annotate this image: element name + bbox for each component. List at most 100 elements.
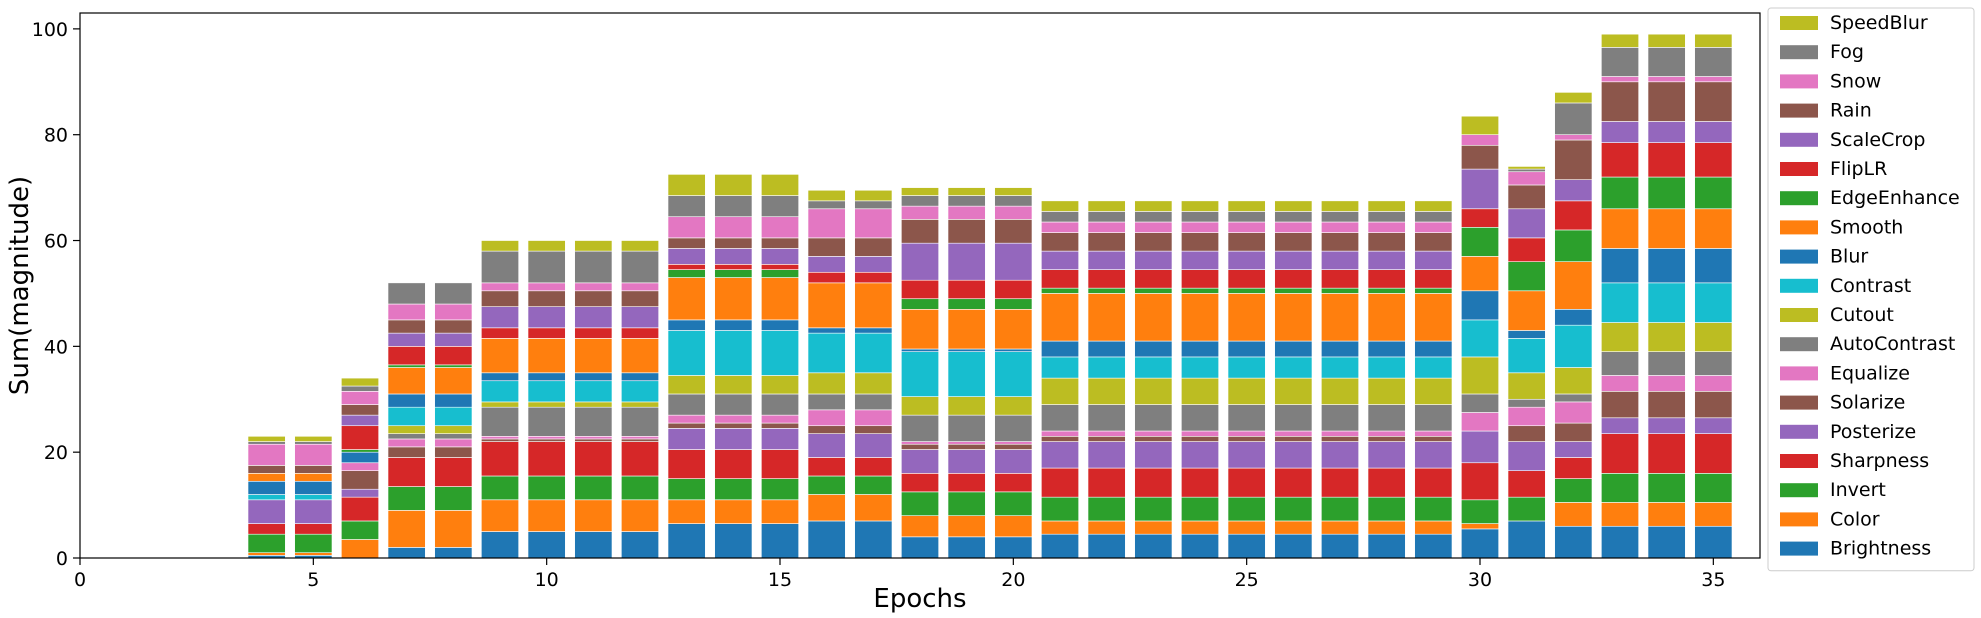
legend-label-snow: Snow [1830, 70, 1881, 92]
bar-segment-blur-epoch-8 [434, 393, 473, 408]
bar-segment-sharpness-epoch-6 [341, 496, 379, 522]
bar-segment-posterize-epoch-29 [1414, 441, 1453, 469]
bar-segment-cutout-epoch-20 [994, 396, 1033, 416]
bar-segment-cutout-epoch-8 [434, 425, 473, 434]
bar-segment-snow-epoch-22 [1087, 221, 1126, 233]
bar-segment-scalecrop-epoch-31 [1507, 208, 1546, 239]
bar-segment-smooth-epoch-32 [1554, 261, 1593, 310]
bar-segment-cutout-epoch-17 [854, 372, 893, 395]
bar-segment-fliplr-epoch-33 [1601, 142, 1639, 178]
bar-segment-equalize-epoch-11 [574, 436, 613, 440]
bar-segment-contrast-epoch-8 [434, 406, 473, 427]
legend: SpeedBlur Fog Snow Rain ScaleCrop FlipLR EdgeE… [1767, 7, 1975, 572]
bar-segment-sharpness-epoch-28 [1367, 467, 1406, 498]
bar-segment-scalecrop-epoch-29 [1414, 250, 1453, 270]
bar-segment-cutout-epoch-23 [1134, 377, 1173, 405]
bar-segment-speedblur-epoch-19 [947, 187, 986, 196]
bar-segment-invert-epoch-33 [1601, 473, 1639, 503]
bar-segment-posterize-epoch-30 [1461, 430, 1499, 464]
bar-segment-edgeenhance-epoch-24 [1181, 287, 1219, 294]
bar-segment-brightness-epoch-28 [1367, 533, 1406, 559]
bar-segment-rain-epoch-23 [1134, 232, 1173, 252]
bar-segment-invert-epoch-27 [1321, 496, 1359, 522]
y-tick-label: 60 [44, 231, 68, 253]
legend-swatch-fog [1780, 45, 1818, 60]
bar-segment-solarize-epoch-31 [1507, 425, 1546, 442]
bar-segment-posterize-epoch-19 [947, 449, 986, 474]
bar-segment-edgeenhance-epoch-30 [1461, 226, 1499, 257]
bar-segment-fog-epoch-16 [807, 200, 846, 210]
bar-segment-fliplr-epoch-7 [387, 346, 426, 366]
bar-segment-solarize-epoch-29 [1414, 436, 1453, 442]
bar-segment-scalecrop-epoch-14 [714, 248, 753, 265]
bar-segment-speedblur-epoch-32 [1554, 92, 1593, 104]
bar-segment-color-epoch-22 [1087, 520, 1126, 535]
legend-swatch-rain [1780, 103, 1818, 118]
bar-segment-sharpness-epoch-8 [434, 457, 473, 487]
legend-swatch-fliplr [1780, 162, 1818, 176]
bar-segment-sharpness-epoch-15 [761, 449, 799, 479]
bar-segment-solarize-epoch-34 [1647, 391, 1686, 419]
bar-segment-smooth-epoch-23 [1134, 293, 1173, 342]
bar-segment-equalize-epoch-15 [761, 414, 799, 424]
bar-segment-snow-epoch-24 [1181, 221, 1219, 233]
bar-segment-speedblur-epoch-13 [667, 174, 706, 196]
bar-segment-snow-epoch-19 [947, 205, 986, 220]
legend-swatch-contrast [1780, 278, 1818, 293]
y-tick-label: 0 [56, 548, 68, 570]
bar-segment-posterize-epoch-31 [1507, 441, 1546, 471]
bar-segment-fog-epoch-25 [1227, 211, 1266, 223]
bar-segment-snow-epoch-34 [1647, 76, 1686, 83]
bar-segment-autocontrast-epoch-22 [1087, 404, 1126, 432]
bar-segment-contrast-epoch-32 [1554, 324, 1593, 368]
bar-segment-snow-epoch-28 [1367, 221, 1406, 233]
bar-segment-rain-epoch-7 [387, 319, 426, 334]
legend-swatch-solarize [1780, 395, 1818, 410]
bar-segment-brightness-epoch-29 [1414, 533, 1453, 559]
bar-segment-fliplr-epoch-17 [854, 271, 893, 284]
bar-segment-scalecrop-epoch-15 [761, 248, 799, 265]
legend-label-cutout: Cutout [1830, 304, 1894, 326]
bar-segment-fliplr-epoch-32 [1554, 200, 1593, 231]
bar-segment-contrast-epoch-23 [1134, 356, 1173, 379]
bar-segment-speedblur-epoch-25 [1227, 200, 1266, 212]
bar-segment-invert-epoch-4 [247, 533, 286, 554]
bar-segment-fliplr-epoch-34 [1647, 142, 1686, 178]
bar-segment-brightness-epoch-12 [621, 531, 659, 559]
bar-segment-snow-epoch-11 [574, 282, 613, 292]
bar-segment-posterize-epoch-6 [341, 488, 379, 498]
bar-segment-posterize-epoch-23 [1134, 441, 1173, 469]
bar-segment-fliplr-epoch-10 [527, 327, 566, 339]
bar-segment-posterize-epoch-33 [1601, 417, 1639, 434]
bar-segment-contrast-epoch-5 [294, 494, 333, 501]
bar-segment-equalize-epoch-34 [1647, 375, 1686, 392]
bar-segment-brightness-epoch-15 [761, 523, 799, 559]
bar-segment-brightness-epoch-24 [1181, 533, 1219, 559]
legend-label-fliplr: FlipLR [1830, 158, 1887, 180]
bar-segment-rain-epoch-17 [854, 237, 893, 257]
bar-segment-sharpness-epoch-34 [1647, 433, 1686, 474]
bar-segment-cutout-epoch-15 [761, 375, 799, 395]
bar-segment-fliplr-epoch-23 [1134, 269, 1173, 289]
bar-segment-cutout-epoch-34 [1647, 322, 1686, 352]
legend-swatch-posterize [1780, 424, 1818, 439]
bar-segment-equalize-epoch-22 [1087, 430, 1126, 437]
bar-segment-fog-epoch-11 [574, 250, 613, 284]
legend-label-smooth: Smooth [1830, 216, 1903, 238]
bar-segment-color-epoch-7 [387, 510, 426, 548]
bar-segment-contrast-epoch-12 [621, 380, 659, 403]
bar-segment-brightness-epoch-35 [1694, 525, 1733, 559]
bar-segment-fog-epoch-13 [667, 195, 706, 218]
bar-segment-smooth-epoch-10 [527, 338, 566, 374]
bar-segment-smooth-epoch-5 [294, 473, 333, 482]
bar-segment-cutout-epoch-9 [481, 401, 519, 408]
legend-swatch-color [1780, 512, 1818, 527]
bar-segment-solarize-epoch-32 [1554, 422, 1593, 442]
bar-segment-fog-epoch-7 [387, 282, 426, 305]
bar-segment-solarize-epoch-7 [387, 446, 426, 458]
bar-segment-brightness-epoch-8 [434, 547, 473, 559]
bar-segment-cutout-epoch-26 [1274, 377, 1313, 405]
bar-segment-speedblur-epoch-33 [1601, 33, 1639, 48]
bar-segment-scalecrop-epoch-21 [1041, 250, 1079, 270]
bar-segment-fliplr-epoch-13 [667, 264, 706, 270]
